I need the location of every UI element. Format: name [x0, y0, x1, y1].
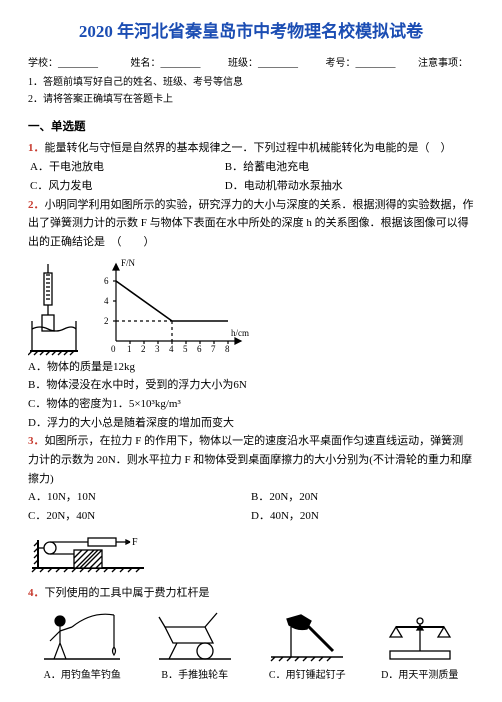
notice-label: 注意事项：: [418, 55, 468, 72]
svg-text:0: 0: [111, 344, 116, 354]
svg-text:2: 2: [141, 344, 146, 354]
q3-number: 3．: [28, 435, 45, 447]
svg-text:5: 5: [183, 344, 188, 354]
section-heading-1: 一、单选题: [28, 118, 474, 138]
q3-opt-a[interactable]: A．10N，10N: [28, 488, 251, 507]
apparatus-icon: [28, 261, 83, 356]
q2-opt-c[interactable]: C．物体的密度为1．5×10³kg/m³: [28, 395, 474, 414]
wheelbarrow-icon: [155, 607, 235, 665]
exam-title: 2020 年河北省秦皇岛市中考物理名校模拟试卷: [28, 18, 474, 47]
q2-opt-d[interactable]: D．浮力的大小总是随着深度的增加而变大: [28, 414, 474, 433]
q1-number: 1．: [28, 142, 45, 154]
claw-hammer-icon: [267, 607, 347, 665]
q2-figures: F/N 2 4 6 0 1 2 3 4 5 6 7 8 h/cm: [28, 256, 474, 356]
svg-text:6: 6: [197, 344, 202, 354]
q3-opt-c[interactable]: C．20N，40N: [28, 507, 251, 526]
instruction-1: 1．答题前填写好自己的姓名、班级、考号等信息: [28, 74, 474, 91]
q1-opt-a[interactable]: A．干电池放电: [30, 158, 200, 177]
q1-opt-d[interactable]: D．电动机带动水泵抽水: [225, 177, 343, 196]
q4-cap-c: C．用钉锤起钉子: [253, 667, 362, 684]
meta-row-1: 学校：________ 姓名：________ 班级：________ 考号：_…: [28, 55, 474, 72]
q1-options-row2: C．风力发电 D．电动机带动水泵抽水: [30, 177, 474, 196]
q4-stem: 下列使用的工具中属于费力杠杆是: [45, 587, 210, 599]
svg-text:h/cm: h/cm: [231, 328, 249, 338]
question-4: 4．下列使用的工具中属于费力杠杆是: [28, 584, 474, 603]
name-blank: 姓名：________: [131, 55, 226, 72]
svg-text:2: 2: [104, 316, 109, 326]
q4-cell-a[interactable]: A．用钓鱼竿钓鱼: [28, 607, 137, 684]
school-blank: 学校：________: [28, 55, 128, 72]
svg-text:4: 4: [104, 296, 109, 306]
question-2: 2．小明同学利用如图所示的实验，研究浮力的大小与深度的关系．根据测得的实验数据，…: [28, 196, 474, 252]
q4-cell-d[interactable]: D．用天平测质量: [366, 607, 475, 684]
q2-stem: 小明同学利用如图所示的实验，研究浮力的大小与深度的关系．根据测得的实验数据，作出…: [28, 199, 474, 248]
q4-cap-d: D．用天平测质量: [366, 667, 475, 684]
question-1: 1．能量转化与守恒是自然界的基本规律之一．下列过程中机械能转化为电能的是（ ）: [28, 139, 474, 158]
svg-text:8: 8: [225, 344, 230, 354]
q3-figure: F: [28, 528, 148, 576]
svg-text:6: 6: [104, 276, 109, 286]
q4-cap-b: B．手推独轮车: [141, 667, 250, 684]
q4-number: 4．: [28, 587, 45, 599]
class-blank: 班级：________: [228, 55, 323, 72]
q1-stem: 能量转化与守恒是自然界的基本规律之一．下列过程中机械能转化为电能的是（ ）: [45, 142, 452, 154]
svg-text:F: F: [132, 537, 138, 548]
q2-chart: F/N 2 4 6 0 1 2 3 4 5 6 7 8 h/cm: [91, 256, 251, 356]
balance-scale-icon: [380, 607, 460, 665]
q4-cell-b[interactable]: B．手推独轮车: [141, 607, 250, 684]
svg-text:7: 7: [211, 344, 216, 354]
q3-options: A．10N，10N C．20N，40N B．20N，20N D．40N，20N: [28, 488, 474, 525]
svg-text:F/N: F/N: [121, 258, 136, 268]
q2-number: 2．: [28, 199, 45, 211]
q2-opt-a[interactable]: A．物体的质量是12kg: [28, 358, 474, 377]
q3-stem: 如图所示，在拉力 F 的作用下，物体以一定的速度沿水平桌面作匀速直线运动，弹簧测…: [28, 435, 472, 484]
svg-text:3: 3: [155, 344, 160, 354]
q4-figures: A．用钓鱼竿钓鱼 B．手推独轮车: [28, 607, 474, 684]
q2-opt-b[interactable]: B．物体浸没在水中时，受到的浮力大小为6N: [28, 376, 474, 395]
q3-opt-b[interactable]: B．20N，20N: [251, 488, 474, 507]
svg-text:1: 1: [127, 344, 132, 354]
q4-cell-c[interactable]: C．用钉锤起钉子: [253, 607, 362, 684]
fishing-rod-icon: [42, 607, 122, 665]
q4-cap-a: A．用钓鱼竿钓鱼: [28, 667, 137, 684]
q1-opt-c[interactable]: C．风力发电: [30, 177, 200, 196]
examno-blank: 考号：________: [326, 55, 416, 72]
q1-options-row1: A．干电池放电 B．给蓄电池充电: [30, 158, 474, 177]
instruction-2: 2．请将答案正确填写在答题卡上: [28, 91, 474, 108]
q3-opt-d[interactable]: D．40N，20N: [251, 507, 474, 526]
q1-opt-b[interactable]: B．给蓄电池充电: [225, 158, 309, 177]
question-3: 3．如图所示，在拉力 F 的作用下，物体以一定的速度沿水平桌面作匀速直线运动，弹…: [28, 432, 474, 488]
svg-text:4: 4: [169, 344, 174, 354]
